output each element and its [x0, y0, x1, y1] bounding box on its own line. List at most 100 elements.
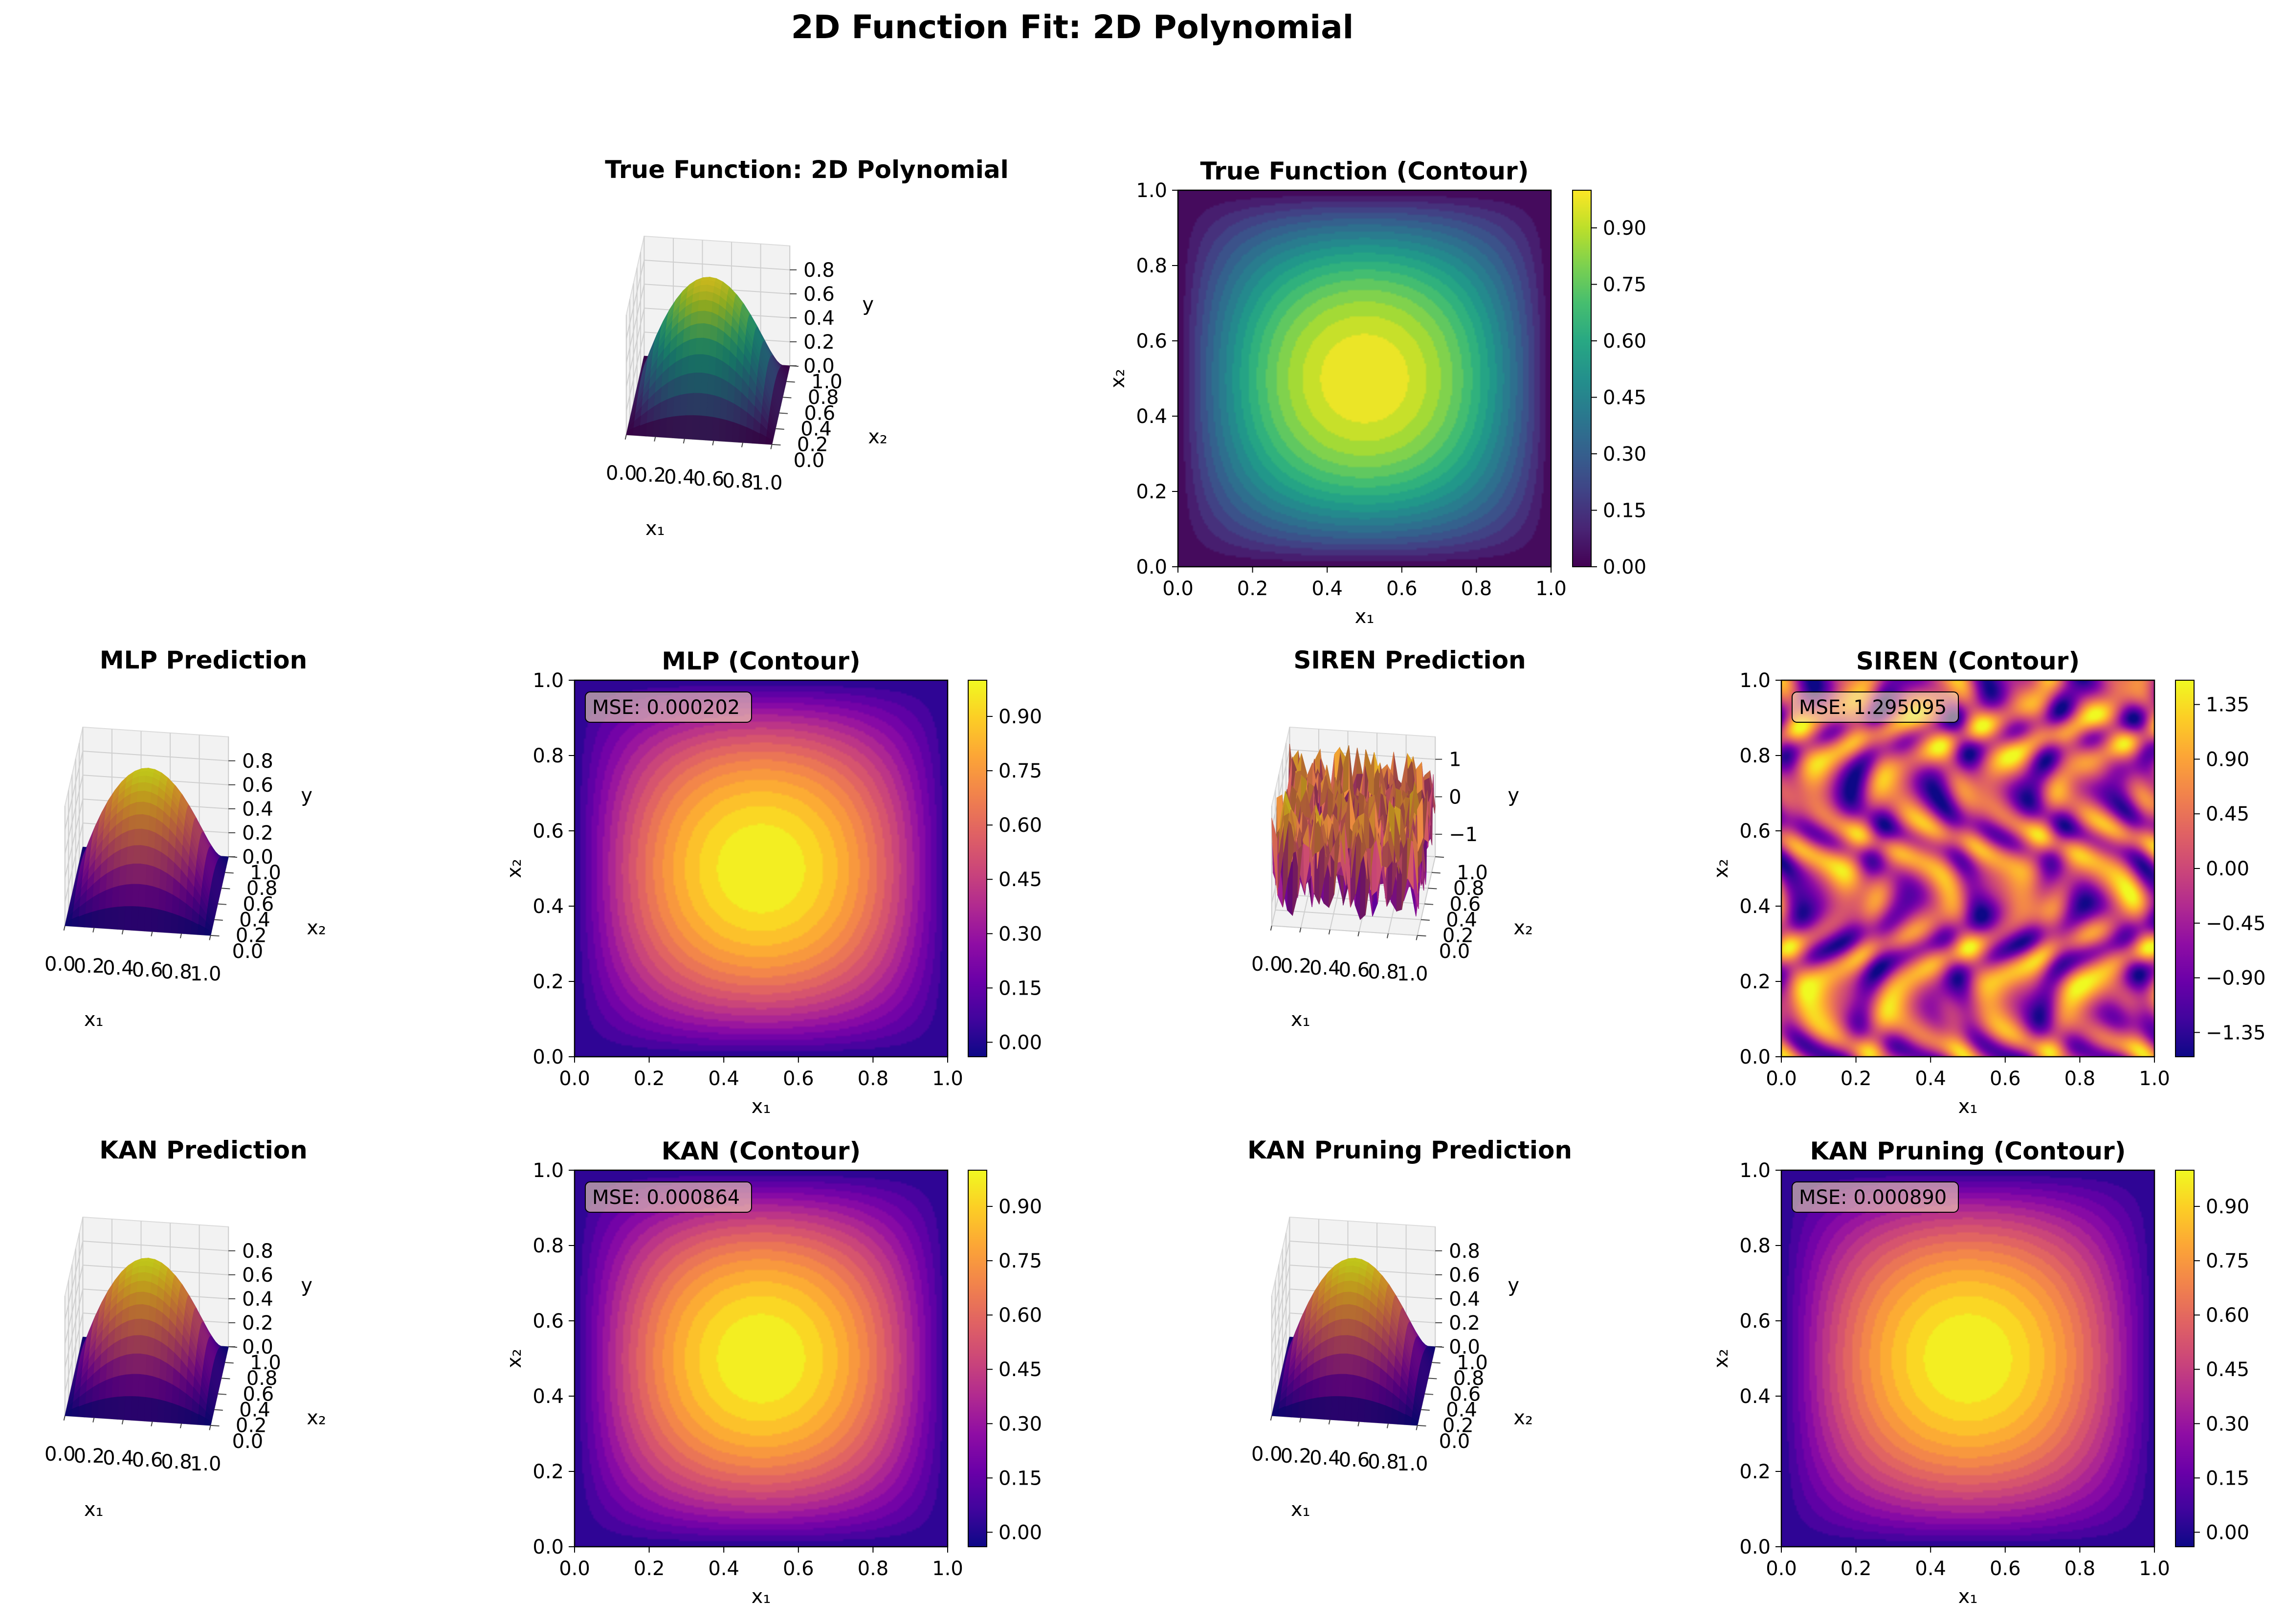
true-3d-surface-patch	[712, 395, 721, 419]
mlp-3d-ytick-label: 0.6	[243, 893, 274, 915]
mlp-3d-surface-patch	[147, 829, 155, 849]
kanp-3d-xtick	[1357, 1421, 1360, 1426]
mlp-3d-ytick-label: 0.2	[236, 925, 267, 947]
kan-3d-title: KAN Prediction	[99, 1136, 307, 1164]
siren-3d-xtick	[1416, 935, 1418, 940]
mlp-3d-surface-patch	[146, 845, 155, 867]
mlp-contour-colorbar-tick-label: 0.00	[998, 1031, 1042, 1054]
siren-contour-colorbar-tick-label: 0.90	[2206, 748, 2249, 771]
kanp-contour-heatmap	[1781, 1170, 2154, 1547]
kanp-contour-mse-box	[1792, 1181, 1959, 1213]
mlp-contour-panel: 0.0 0.2 0.4 0.6 0.8 1.0 0.0 0.2 0.4 0.6 0.8 1.0 x₁ x₂…	[503, 647, 1042, 1118]
kanp-3d-surface-patch	[1340, 1335, 1348, 1354]
kan-contour-colorbar-tick-label: 0.75	[998, 1250, 1042, 1272]
kan-3d-surface-patch	[140, 1318, 149, 1336]
kanp-3d-surface-patch	[1331, 1396, 1339, 1421]
true-3d-xtick	[770, 444, 773, 449]
true-3d-ztick-label: 0.2	[803, 331, 835, 354]
kan-3d-surface-patch	[164, 1380, 173, 1403]
kanp-contour-colorbar-tick-label: 0.30	[2206, 1413, 2249, 1435]
siren-contour-xtick-label: 1.0	[2139, 1068, 2170, 1090]
true-3d-surface-patch	[689, 323, 698, 340]
kan-3d-surface-patch	[131, 1396, 139, 1421]
mlp-3d-surface-patch	[137, 906, 146, 932]
siren-3d-surface-patch	[1388, 801, 1395, 846]
kanp-contour-xtick-label: 0.4	[1915, 1557, 1946, 1580]
kanp-3d-surface-patch	[1359, 1356, 1367, 1379]
kanp-3d-surface-patch	[1291, 1401, 1300, 1418]
mlp-3d-surface-patch	[134, 813, 143, 829]
kan-contour-panel: 0.0 0.2 0.4 0.6 0.8 1.0 0.0 0.2 0.4 0.6 0.8 1.0 x₁ x₂…	[503, 1137, 1042, 1608]
siren-contour-frame	[1780, 679, 2155, 1058]
true-3d-ylabel: x₂	[868, 425, 887, 448]
kanp-3d-surface-patch	[1344, 1272, 1353, 1282]
mlp-3d-xlabel: x₁	[84, 1008, 104, 1031]
siren-3d-surface-patch	[1406, 829, 1413, 880]
true-3d-zlabel: y	[862, 293, 874, 315]
true-contour-ytick-label: 1.0	[1136, 179, 1167, 202]
mlp-3d-grid-line	[83, 751, 229, 761]
kan-3d-surface-patch	[97, 1398, 106, 1419]
mlp-3d-surface-patch	[140, 828, 149, 846]
siren-3d-surface-patch	[1288, 812, 1295, 840]
siren-3d-grid-line	[1275, 909, 1421, 920]
siren-3d-surface-patch	[1271, 818, 1278, 895]
true-3d-surface-patch	[693, 392, 701, 416]
kan-3d-surface-patch	[146, 1335, 155, 1357]
kanp-3d-surface-patch	[1331, 1373, 1340, 1397]
siren-contour-xtick-label: 0.0	[1766, 1068, 1797, 1090]
mlp-3d-surface-patch	[144, 782, 152, 793]
siren-3d-surface-patch	[1375, 826, 1382, 868]
mlp-3d-ytick-label: 1.0	[250, 862, 281, 884]
mlp-3d-surface-patch	[133, 845, 141, 864]
kan-3d-ztick-label: 0.2	[242, 1312, 273, 1335]
true-3d-surface-patch	[687, 372, 695, 394]
kanp-contour-colorbar-tick-label: 0.15	[2206, 1467, 2249, 1490]
kan-3d-surface-patch	[84, 1401, 93, 1418]
true-3d-surface-patch	[700, 372, 709, 394]
true-3d-panel: 0.00.20.40.60.81.00.00.20.40.60.81.00.00…	[605, 156, 1009, 540]
kanp-3d-ytick-label: 1.0	[1457, 1352, 1488, 1374]
kanp-3d-surface-patch	[1326, 1354, 1334, 1376]
kanp-3d-surface-patch	[1365, 1378, 1373, 1401]
kan-3d-surface-patch	[142, 1291, 151, 1306]
kanp-3d-surface-patch	[1312, 1377, 1320, 1399]
kanp-3d-surface-patch	[1358, 1376, 1367, 1400]
true-3d-surface-patch	[692, 415, 700, 440]
true-3d-xtick-label: 0.0	[606, 462, 637, 485]
kan-3d-xtick-label: 0.0	[44, 1443, 76, 1466]
true-3d-surface-patch	[738, 423, 747, 443]
kanp-3d-surface-patch	[1341, 1318, 1349, 1335]
kanp-3d-surface-patch	[1384, 1404, 1392, 1424]
true-contour-colorbar	[1572, 190, 1592, 567]
kan-contour-ytick-label: 0.4	[532, 1385, 564, 1408]
mlp-3d-surface-patch	[112, 866, 121, 888]
mlp-contour-ytick-label: 0.2	[532, 971, 564, 993]
kan-3d-xlabel: x₁	[84, 1498, 104, 1521]
mlp-contour-colorbar-tick-label: 0.15	[998, 977, 1042, 1000]
kan-3d-surface-patch	[126, 1353, 134, 1375]
mlp-3d-xtick-label: 1.0	[190, 963, 222, 985]
kan-contour-frame	[574, 1169, 949, 1548]
kanp-3d-surface-patch	[1348, 1303, 1356, 1320]
mlp-contour-ytick-label: 1.0	[532, 669, 564, 692]
kanp-3d-xtick-label: 0.6	[1339, 1449, 1370, 1471]
mlp-3d-ztick-label: 0.4	[242, 798, 273, 821]
mlp-3d-surface-patch	[151, 907, 159, 933]
true-3d-xtick-label: 1.0	[752, 472, 783, 494]
true-3d-ztick-label: 0.8	[803, 259, 835, 282]
siren-contour-mse-box	[1792, 691, 1959, 723]
siren-3d-surface-patch	[1315, 805, 1322, 827]
kan-3d-surface-patch	[124, 1396, 133, 1421]
siren-3d-surface-patch	[1339, 822, 1346, 865]
kan-contour-xtick-label: 0.8	[858, 1557, 889, 1580]
kan-3d-xtick	[151, 1421, 153, 1426]
true-3d-grid-line	[625, 332, 645, 411]
kanp-contour-panel: 0.0 0.2 0.4 0.6 0.8 1.0 0.0 0.2 0.4 0.6 0.8 1.0 x₁ x₂…	[1710, 1137, 2249, 1608]
kan-3d-surface-patch	[146, 1354, 154, 1377]
kanp-contour-ytick-label: 0.8	[1739, 1235, 1771, 1257]
siren-3d-surface-patch	[1296, 812, 1303, 838]
true-3d-title: True Function: 2D Polynomial	[605, 156, 1009, 184]
mlp-3d-ytick	[210, 934, 220, 937]
kanp-contour-xtick-label: 0.0	[1766, 1557, 1797, 1580]
